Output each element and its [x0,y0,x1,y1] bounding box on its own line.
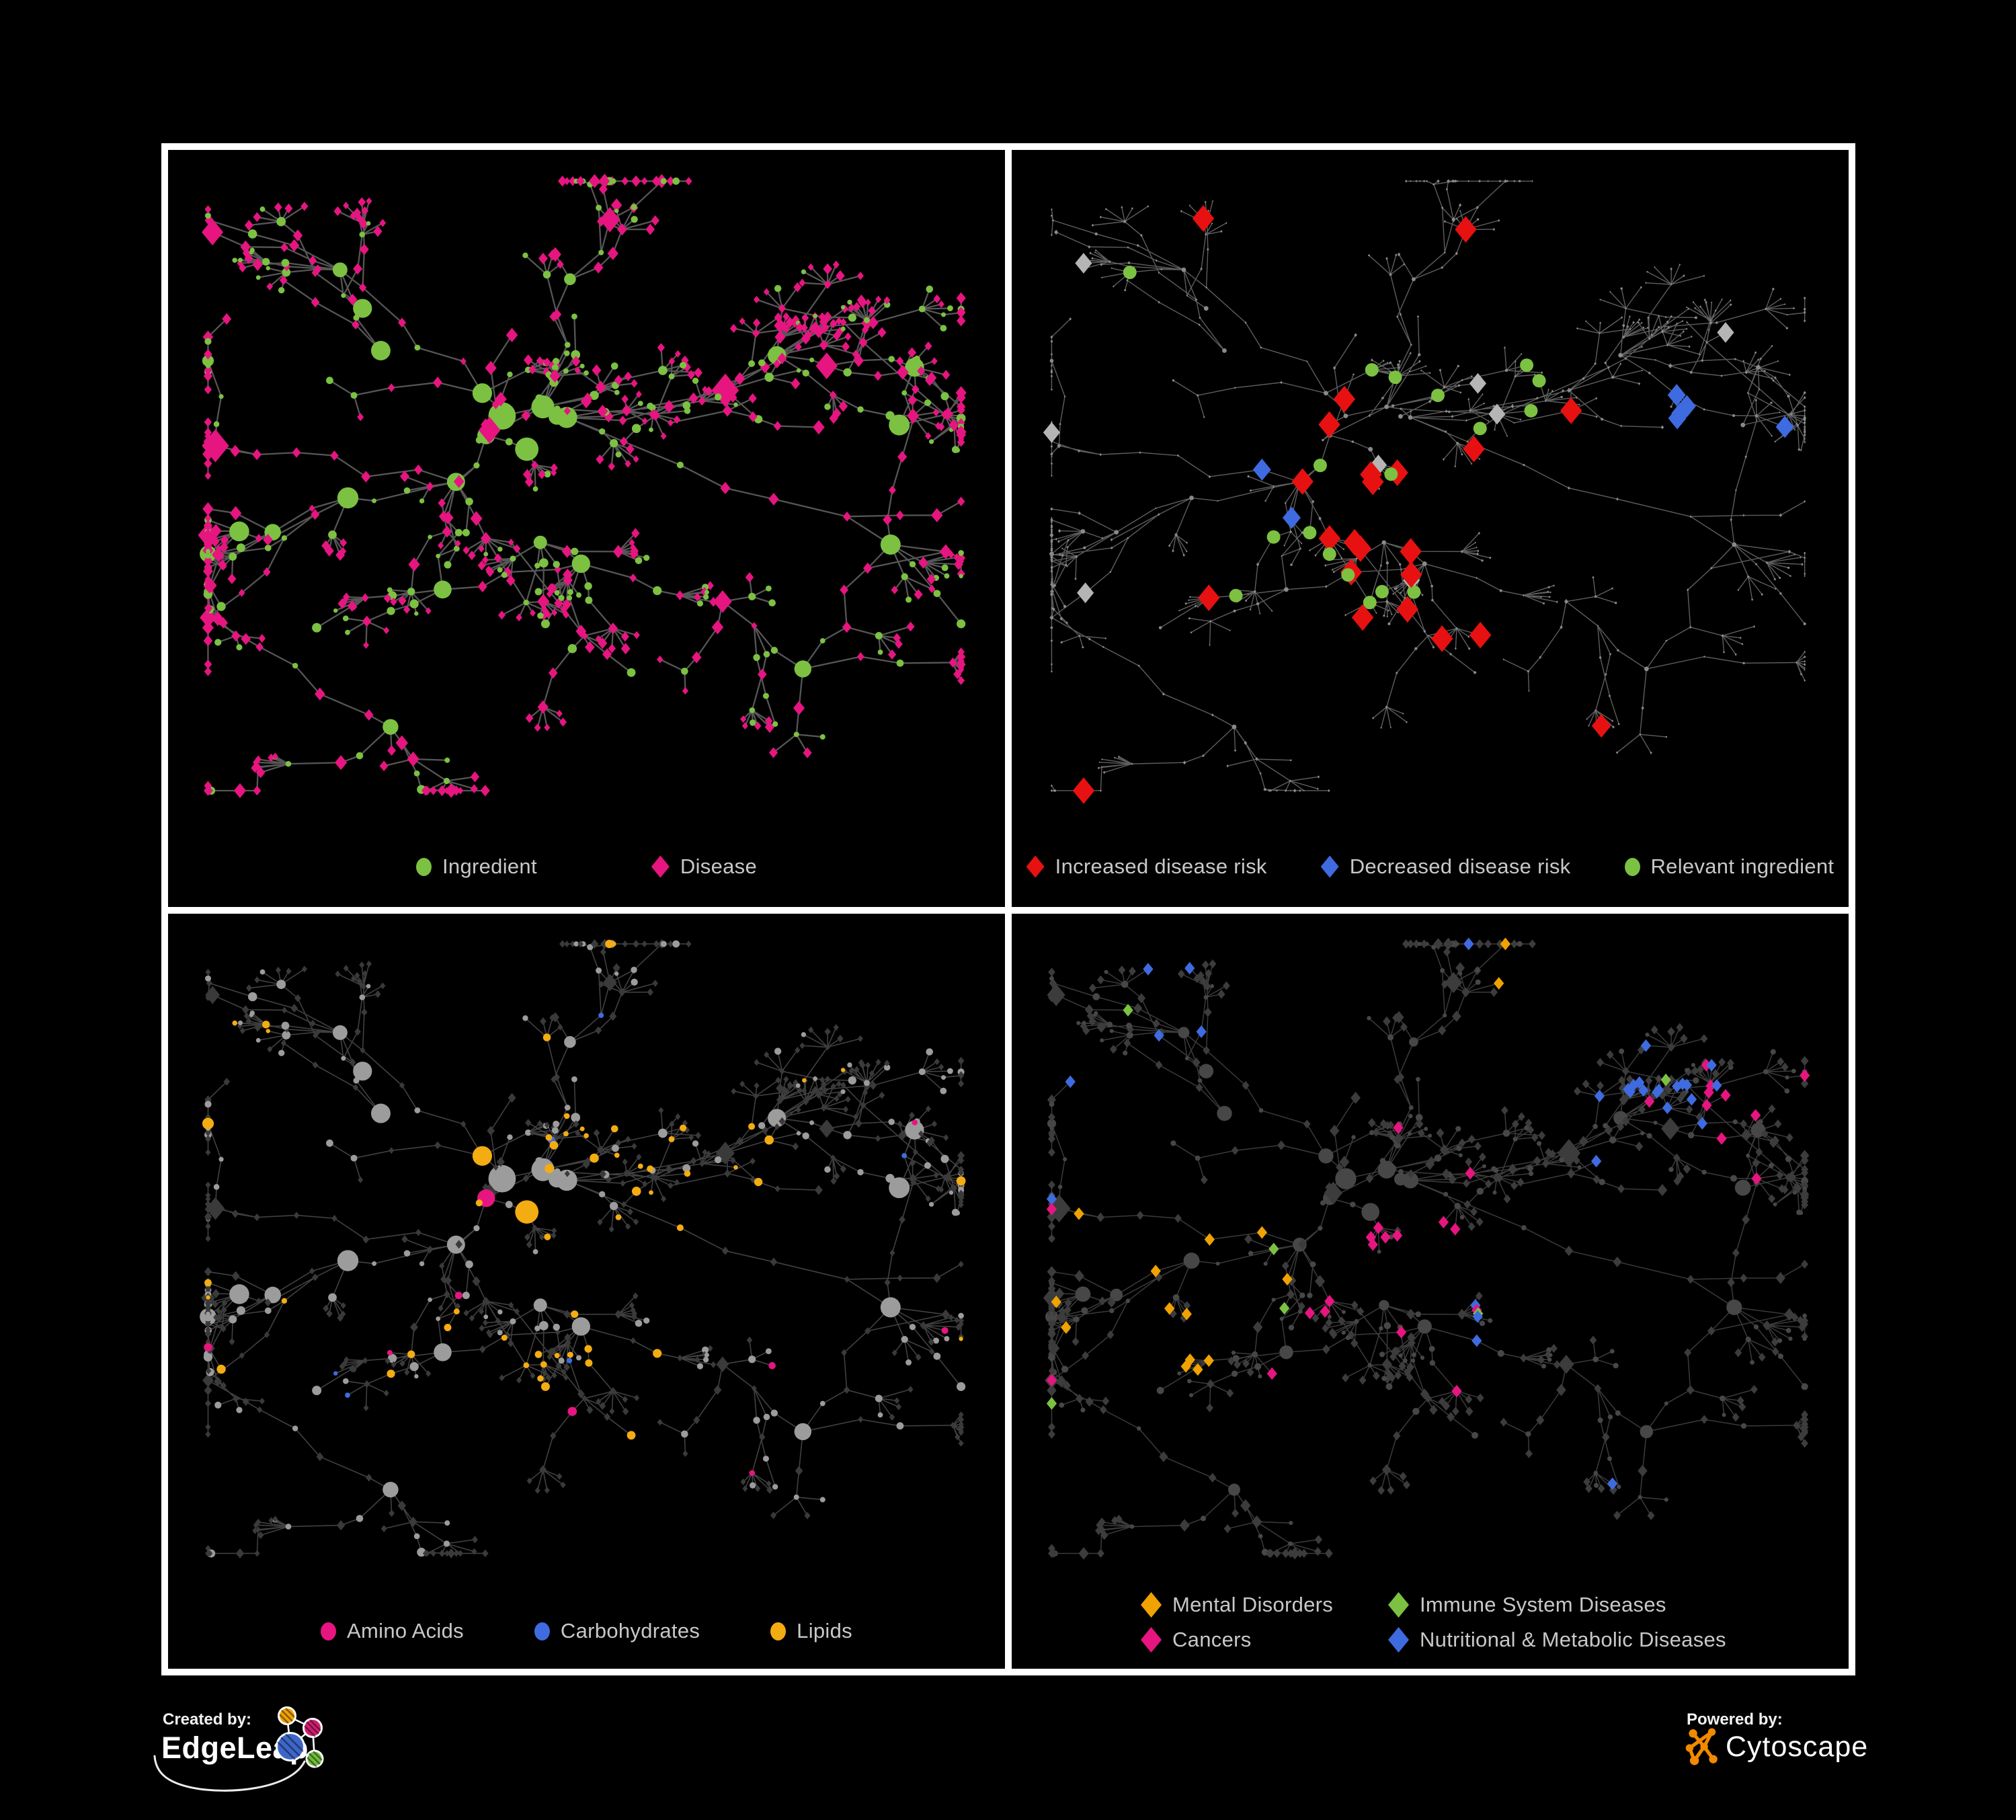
edgeleap-logo-swoosh [153,1755,306,1792]
cytoscape-logo-icon [1685,1728,1718,1766]
panel-ingredient-disease: Ingredient Disease [168,150,1005,907]
powered-by-label: Powered by: [1687,1710,1783,1729]
network-graph-disease-classes [1043,937,1810,1560]
network-graph-ingredient-disease [198,173,967,798]
network-graph-ingredient-classes [200,939,966,1558]
panel-disease-classes: Mental Disorders Immune System Diseases Ca… [1012,914,1849,1669]
panel-disease-risk: Increased disease risk Decreased disease … [1012,150,1849,907]
network-graph-disease-risk [1043,179,1806,804]
panel-ingredient-classes: Amino Acids Carbohydrates Lipids [168,914,1005,1669]
edgeleap-credit: Created by: EdgeLeap [153,1700,415,1817]
cytoscape-brand: Cytoscape [1726,1731,1869,1763]
created-by-label: Created by: [163,1710,252,1729]
cytoscape-credit: Powered by: Cytoscape [1677,1700,1899,1801]
grid-divider-horizontal [161,907,1855,914]
edgeleap-logo-icon [276,1706,324,1768]
